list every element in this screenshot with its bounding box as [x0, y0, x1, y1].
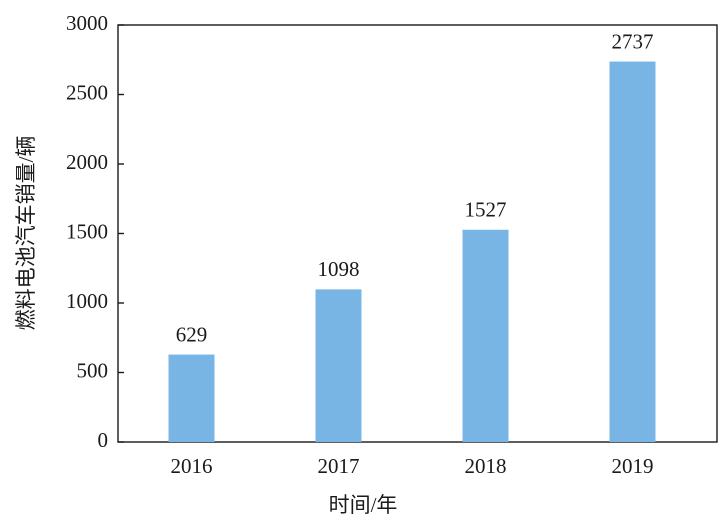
x-tick-label: 2019	[612, 454, 654, 478]
value-label: 1527	[465, 198, 507, 222]
x-tick-label: 2017	[318, 454, 360, 478]
x-tick-label: 2018	[465, 454, 507, 478]
y-tick-label: 0	[98, 428, 109, 452]
y-tick-label: 1000	[66, 289, 108, 313]
x-tick-label: 2016	[171, 454, 213, 478]
bar	[168, 354, 215, 442]
bar	[315, 289, 362, 442]
bar	[609, 61, 656, 442]
value-label: 1098	[318, 257, 360, 281]
y-tick-label: 500	[77, 358, 109, 382]
y-tick-label: 2000	[66, 150, 108, 174]
value-label: 2737	[612, 29, 654, 53]
y-tick-label: 1500	[66, 219, 108, 243]
y-axis-label: 燃料电池汽车销量/辆	[14, 136, 38, 331]
y-tick-label: 3000	[66, 11, 108, 35]
y-tick-label: 2500	[66, 80, 108, 104]
bar	[462, 229, 509, 442]
x-axis-label: 时间/年	[329, 493, 398, 517]
value-label: 629	[176, 322, 208, 346]
